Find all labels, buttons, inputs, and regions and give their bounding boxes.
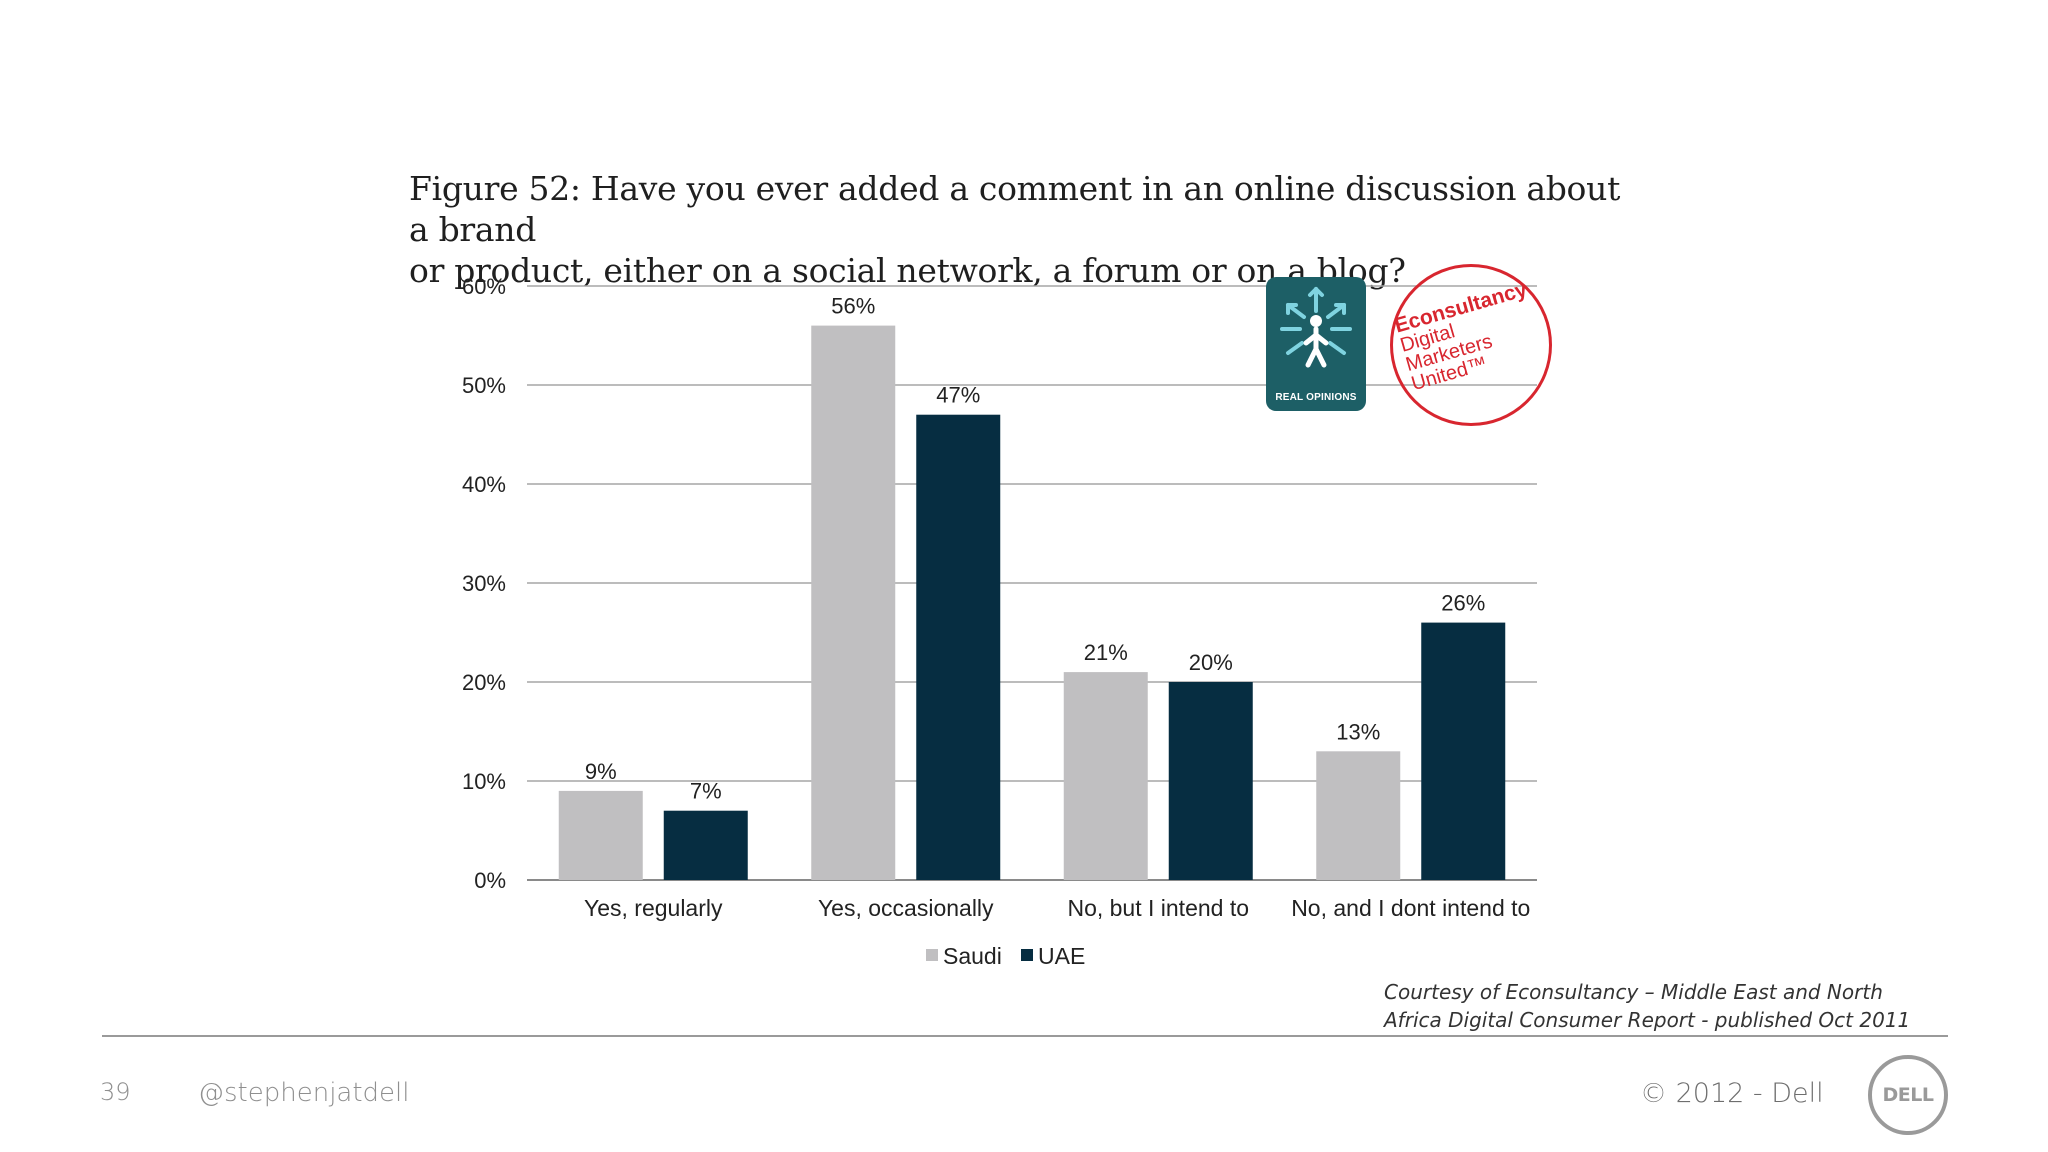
real-opinions-logo: REAL OPINIONS <box>1266 277 1366 411</box>
y-tick-label: 50% <box>462 373 506 398</box>
figure-title-line2: or product, either on a social network, … <box>409 251 1406 290</box>
bar-saudi <box>1316 751 1401 880</box>
footer-divider <box>102 1035 1948 1037</box>
dell-logo-text: DELL <box>1882 1084 1934 1106</box>
bar-uae <box>916 414 1001 880</box>
slide-number: 39 <box>100 1078 131 1106</box>
data-label: 26% <box>1441 591 1485 616</box>
badge-text: REAL OPINIONS <box>1275 392 1357 403</box>
bar-saudi <box>811 325 896 881</box>
legend-label-uae: UAE <box>1038 943 1085 969</box>
x-tick-label: No, and I dont intend to <box>1291 895 1530 921</box>
data-label: 20% <box>1189 650 1233 675</box>
data-label: 56% <box>831 294 875 319</box>
courtesy-line2: Africa Digital Consumer Report - publish… <box>1384 1008 1911 1032</box>
twitter-handle: @stephenjatdell <box>198 1078 410 1108</box>
data-label: 13% <box>1336 719 1380 744</box>
x-tick-label: No, but I intend to <box>1067 895 1249 921</box>
y-tick-label: 40% <box>462 472 506 497</box>
y-tick-label: 0% <box>474 868 506 893</box>
data-label: 21% <box>1084 640 1128 665</box>
legend-swatch-uae <box>1021 949 1033 961</box>
bar-uae <box>1421 622 1506 880</box>
econsultancy-logo: Econsultancy Digital Marketers United™ <box>1390 264 1552 426</box>
courtesy-note: Courtesy of Econsultancy – Middle East a… <box>1384 978 1944 1034</box>
copyright: © 2012 - Dell <box>1640 1078 1824 1109</box>
data-label: 47% <box>936 383 980 408</box>
courtesy-line1: Courtesy of Econsultancy – Middle East a… <box>1384 980 1883 1004</box>
figure-title-line1: Figure 52: Have you ever added a comment… <box>409 169 1621 249</box>
bar-uae <box>1168 682 1253 880</box>
figure-title: Figure 52: Have you ever added a comment… <box>409 168 1649 291</box>
x-tick-label: Yes, regularly <box>584 895 723 921</box>
y-tick-label: 20% <box>462 670 506 695</box>
legend-swatch-saudi <box>926 949 938 961</box>
legend-label-saudi: Saudi <box>943 943 1002 969</box>
bar-uae <box>663 810 748 880</box>
data-label: 9% <box>585 759 617 784</box>
x-tick-label: Yes, occasionally <box>818 895 994 921</box>
y-tick-label: 10% <box>462 769 506 794</box>
bar-saudi <box>558 790 643 880</box>
data-label: 7% <box>690 779 722 804</box>
y-tick-label: 60% <box>462 274 506 299</box>
snowflake-person-icon <box>1280 287 1352 368</box>
dell-logo: DELL <box>1868 1055 1948 1135</box>
y-tick-label: 30% <box>462 571 506 596</box>
bar-saudi <box>1063 672 1148 880</box>
